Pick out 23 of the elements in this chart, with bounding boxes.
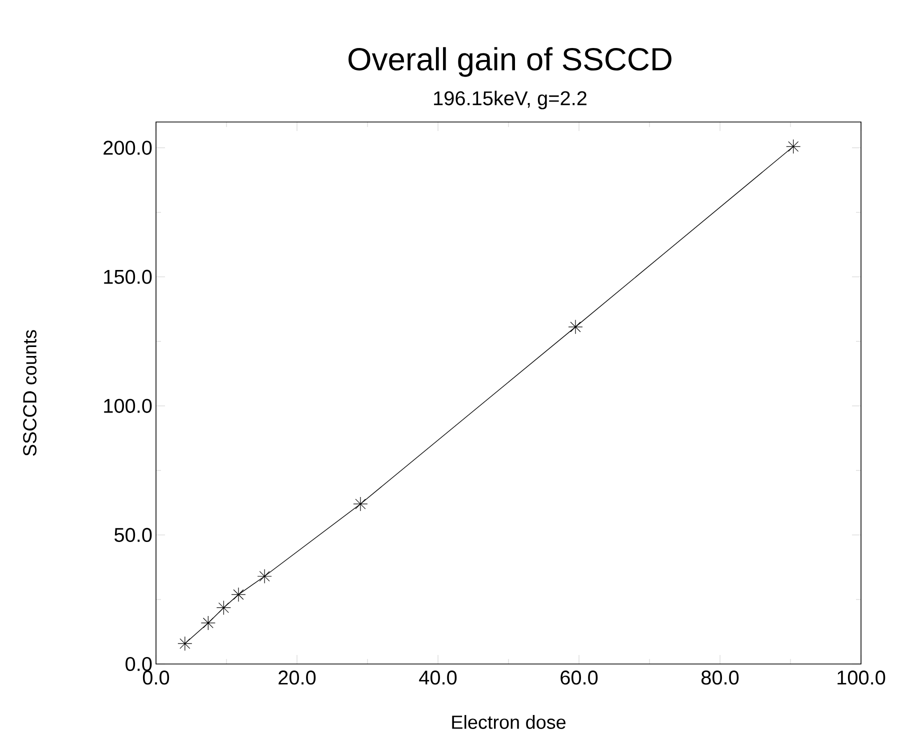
chart-title: Overall gain of SSCCD [348,47,672,77]
point [216,600,231,616]
chart-subtitle: 196.15keV, g=2.2 [434,90,586,110]
point [200,616,216,630]
x-tick-label: 40.0 [419,670,457,685]
point [568,320,583,334]
x-tick-label: 60.0 [560,670,598,685]
x-tick-label: 80.0 [701,670,739,685]
y-tick-label: 150.0 [104,270,152,284]
point [178,636,192,651]
point [231,587,246,602]
point [353,496,368,512]
y-tick-label: 0.0 [126,656,152,672]
x-axis-title: Electron dose [452,715,566,729]
y-tick-label: 50.0 [114,528,152,542]
x-tick-label: 20.0 [278,670,316,685]
point [786,139,801,154]
x-tick-label: 100.0 [838,670,886,685]
x-tick-label: 0.0 [142,670,170,685]
y-tick-label: 100.0 [104,398,152,413]
y-axis-title: SSCCD counts [23,330,37,456]
y-tick-label: 200.0 [104,140,152,155]
point [257,568,272,584]
